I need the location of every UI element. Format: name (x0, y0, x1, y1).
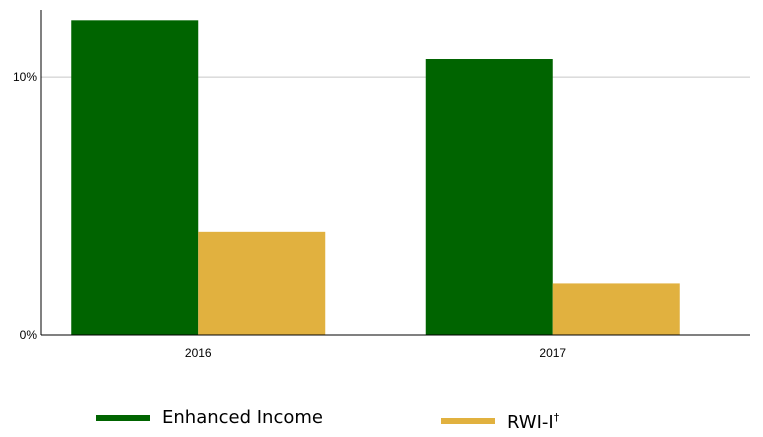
bar-chart: 0% 10% 2016 2017 (13, 10, 750, 360)
legend-label-rwi-i: RWI-I† (507, 404, 559, 437)
y-tick-labels: 0% 10% (13, 70, 37, 342)
bar-enhanced-income-2017 (425, 59, 553, 336)
bar-rwi-i-2017 (552, 283, 680, 335)
legend-label-rwi-i-text: RWI-I (507, 412, 554, 433)
legend: Enhanced Income RWI-I† (0, 404, 763, 433)
legend-item-enhanced-income: Enhanced Income (96, 404, 323, 432)
legend-swatch-enhanced-income (96, 415, 150, 421)
bar-enhanced-income-2016 (71, 20, 199, 335)
y-tick-label: 10% (13, 70, 37, 84)
x-tick-label: 2016 (185, 346, 212, 360)
x-tick-labels: 2016 2017 (185, 346, 567, 360)
legend-label-rwi-i-dagger: † (553, 411, 560, 424)
legend-swatch-rwi-i (441, 417, 495, 424)
y-tick-label: 0% (20, 328, 38, 342)
legend-item-rwi-i: RWI-I† (441, 404, 559, 437)
bars (71, 20, 680, 336)
legend-label-enhanced-income: Enhanced Income (162, 407, 323, 428)
bar-rwi-i-2016 (198, 231, 326, 335)
x-tick-label: 2017 (539, 346, 566, 360)
